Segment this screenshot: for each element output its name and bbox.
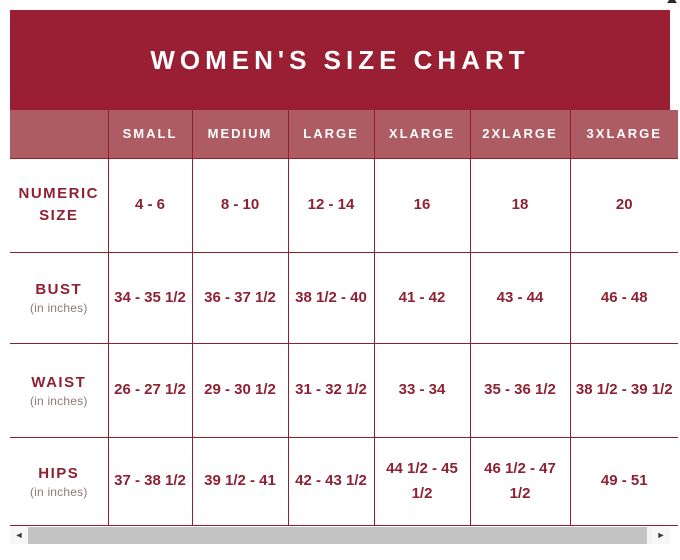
cell-hips-2xlarge: 46 1/2 - 47 1/2 [469,437,570,526]
column-header-large: LARGE [287,110,374,159]
row-sublabel-text: (in inches) [29,393,88,408]
cell-numeric-large: 12 - 14 [287,158,374,253]
row-label-numeric-size: NUMERIC SIZE [10,158,108,253]
table-row-hips: HIPS (in inches) 37 - 38 1/2 39 1/2 - 41… [10,437,678,526]
cell-waist-xlarge: 33 - 34 [373,343,470,438]
cell-hips-3xlarge: 49 - 51 [569,437,678,526]
cell-waist-3xlarge: 38 1/2 - 39 1/2 [569,343,678,438]
corner-cell [10,110,108,159]
cell-bust-medium: 36 - 37 1/2 [191,252,288,344]
cell-bust-3xlarge: 46 - 48 [569,252,678,344]
cell-numeric-2xlarge: 18 [469,158,570,253]
cell-bust-2xlarge: 43 - 44 [469,252,570,344]
row-label-text: NUMERIC SIZE [18,185,99,224]
cell-waist-medium: 29 - 30 1/2 [191,343,288,438]
cell-hips-small: 37 - 38 1/2 [107,437,192,526]
size-chart-table: SMALL MEDIUM LARGE XLARGE 2XLARGE 3XLARG… [10,110,678,526]
row-sublabel-text: (in inches) [29,484,88,499]
scrollbar-left-arrow-icon[interactable]: ◄ [10,527,28,544]
cell-numeric-xlarge: 16 [373,158,470,253]
page-title: WOMEN'S SIZE CHART [150,44,530,75]
row-label-text: BUST [35,281,83,299]
cell-hips-medium: 39 1/2 - 41 [191,437,288,526]
scrollbar-thumb[interactable] [28,527,647,544]
cell-bust-large: 38 1/2 - 40 [287,252,374,344]
row-sublabel-text: (in inches) [29,301,88,316]
size-header-row: SMALL MEDIUM LARGE XLARGE 2XLARGE 3XLARG… [10,110,678,159]
column-header-medium: MEDIUM [191,110,288,159]
cell-bust-xlarge: 41 - 42 [373,252,470,344]
horizontal-scrollbar[interactable]: ◄ ► [10,527,670,544]
table-row-bust: BUST (in inches) 34 - 35 1/2 36 - 37 1/2… [10,252,678,344]
cell-numeric-3xlarge: 20 [569,158,678,253]
column-header-2xlarge: 2XLARGE [469,110,570,159]
row-label-text: WAIST [31,373,87,391]
cell-numeric-small: 4 - 6 [107,158,192,253]
column-header-3xlarge: 3XLARGE [569,110,678,159]
column-header-small: SMALL [107,110,192,159]
chart-title-banner: WOMEN'S SIZE CHART [10,10,670,110]
row-label-text: HIPS [38,464,80,482]
cell-numeric-medium: 8 - 10 [191,158,288,253]
row-label-bust: BUST (in inches) [10,252,108,344]
cell-bust-small: 34 - 35 1/2 [107,252,192,344]
cell-hips-xlarge: 44 1/2 - 45 1/2 [373,437,470,526]
table-row-waist: WAIST (in inches) 26 - 27 1/2 29 - 30 1/… [10,343,678,438]
scrollbar-right-arrow-icon[interactable]: ► [652,527,670,544]
column-header-xlarge: XLARGE [373,110,470,159]
row-label-waist: WAIST (in inches) [10,343,108,438]
clipped-corner-mark-icon [667,0,677,3]
cell-hips-large: 42 - 43 1/2 [287,437,374,526]
cell-waist-large: 31 - 32 1/2 [287,343,374,438]
row-label-hips: HIPS (in inches) [10,437,108,526]
cell-waist-2xlarge: 35 - 36 1/2 [469,343,570,438]
table-row-numeric-size: NUMERIC SIZE 4 - 6 8 - 10 12 - 14 16 18 … [10,158,678,253]
cell-waist-small: 26 - 27 1/2 [107,343,192,438]
